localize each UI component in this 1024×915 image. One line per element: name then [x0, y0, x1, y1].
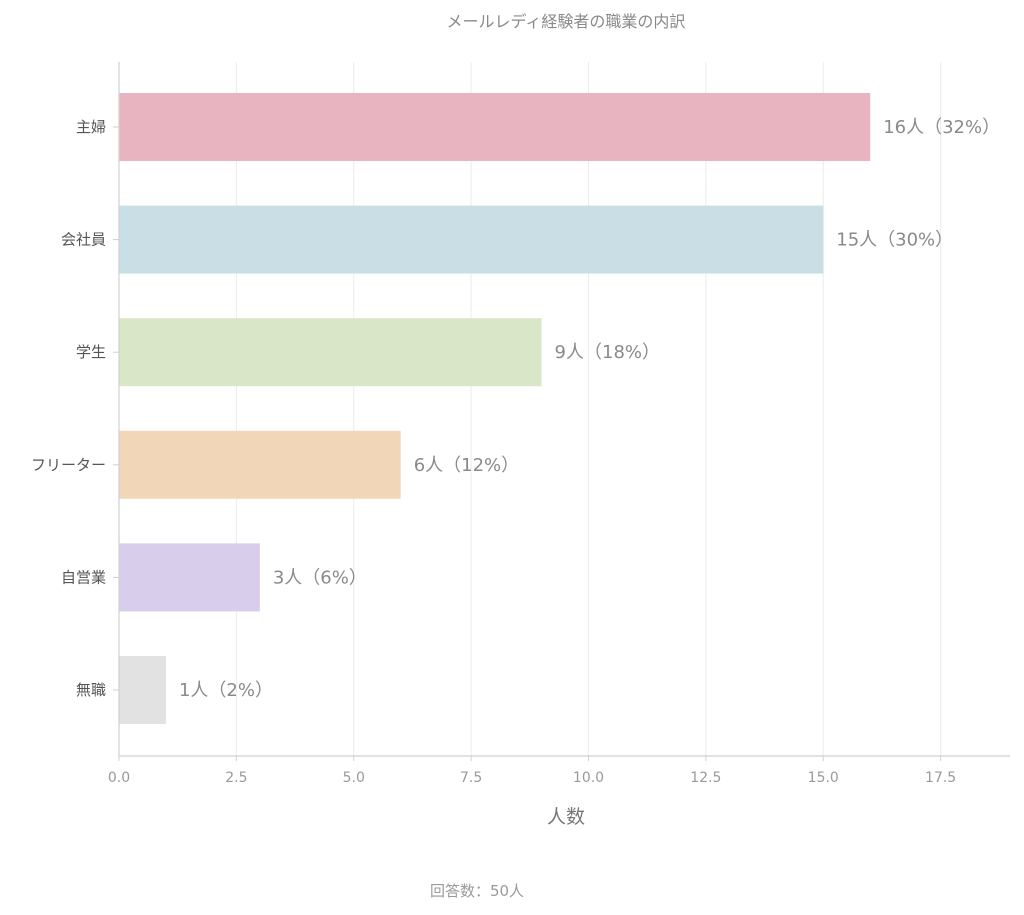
category-label: フリーター [31, 456, 106, 474]
bar [119, 318, 542, 387]
category-label: 主婦 [76, 118, 106, 136]
bar [119, 543, 260, 612]
x-tick-labels: 0.0 2.5 5.0 7.5 10.0 12.5 15.0 17.5 [108, 756, 956, 786]
category-label: 学生 [76, 343, 106, 361]
category-label: 無職 [76, 681, 106, 699]
grid-lines [235, 62, 942, 756]
x-tick-label: 2.5 [225, 770, 247, 786]
x-tick-label: 7.5 [460, 770, 482, 786]
bar [119, 93, 871, 161]
data-label: 16人（32%） [883, 117, 1000, 138]
chart-title: メールレディ経験者の職業の内訳 [447, 12, 686, 31]
data-label: 15人（30%） [836, 230, 953, 251]
x-tick-label: 12.5 [690, 770, 721, 786]
bars [119, 93, 871, 724]
bar [119, 656, 166, 724]
data-labels: 16人（32%） 15人（30%） 9人（18%） 6人（12%） 3人（6%） 1人（2… [179, 117, 1000, 701]
x-tick-label: 0.0 [108, 770, 130, 786]
category-label: 自営業 [61, 568, 106, 586]
category-label: 会社員 [61, 231, 106, 249]
data-label: 1人（2%） [179, 680, 273, 701]
x-tick-label: 17.5 [925, 770, 956, 786]
x-axis-title: 人数 [547, 806, 585, 828]
data-label: 6人（12%） [414, 455, 519, 476]
response-count-note: 回答数：50人 [430, 882, 524, 900]
x-tick-label: 5.0 [343, 770, 365, 786]
x-tick-label: 15.0 [808, 770, 839, 786]
bar [119, 430, 401, 499]
bar [119, 205, 824, 274]
x-tick-label: 10.0 [573, 770, 604, 786]
data-label: 3人（6%） [273, 567, 367, 588]
data-label: 9人（18%） [555, 342, 660, 363]
